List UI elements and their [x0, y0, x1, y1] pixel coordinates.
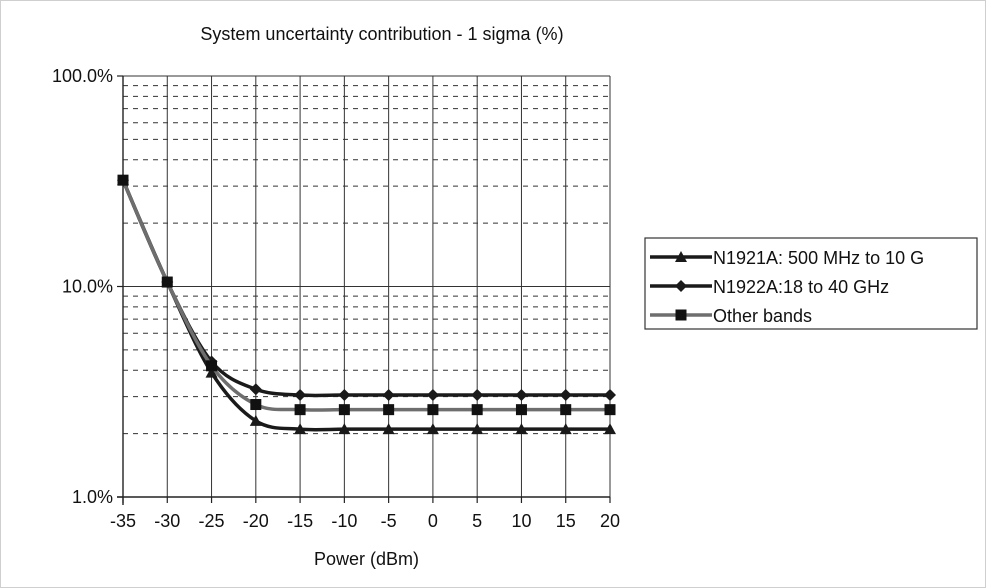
- x-tick-label: -35: [110, 511, 136, 531]
- x-tick-label: 20: [600, 511, 620, 531]
- series-line: [121, 179, 610, 432]
- data-point: [338, 423, 351, 435]
- data-point: [338, 404, 350, 416]
- data-point: [559, 389, 572, 402]
- data-point: [515, 423, 528, 435]
- data-point: [249, 383, 262, 396]
- chart-title: System uncertainty contribution - 1 sigm…: [200, 24, 563, 44]
- series-line: [121, 179, 610, 412]
- data-point: [294, 404, 306, 416]
- x-tick-label: -30: [154, 511, 180, 531]
- data-point: [471, 389, 484, 402]
- grid: [122, 75, 611, 498]
- data-point: [560, 404, 572, 416]
- x-tick-label: 5: [472, 511, 482, 531]
- data-point: [382, 389, 395, 402]
- legend-label: N1922A:18 to 40 GHz: [713, 277, 889, 297]
- data-point: [515, 389, 528, 402]
- legend-marker: [675, 280, 687, 292]
- x-tick-label: 15: [556, 511, 576, 531]
- data-point: [382, 423, 395, 435]
- x-tick-label: -25: [199, 511, 225, 531]
- data-point: [604, 404, 616, 416]
- data-point: [604, 389, 616, 402]
- data-point: [161, 276, 173, 288]
- data-point: [249, 414, 262, 426]
- legend: N1921A: 500 MHz to 10 G N1922A:18 to 40 G…: [644, 237, 978, 330]
- data-point: [426, 423, 439, 435]
- data-point: [515, 404, 527, 416]
- data-point: [294, 389, 307, 402]
- x-tick-label: -15: [287, 511, 313, 531]
- y-tick-label: 100.0%: [52, 66, 113, 86]
- data-point: [471, 423, 484, 435]
- x-tick-label: 0: [428, 511, 438, 531]
- x-tick-label: -10: [331, 511, 357, 531]
- data-point: [383, 404, 395, 416]
- data-point: [205, 366, 218, 378]
- x-tick-label: 10: [511, 511, 531, 531]
- data-point: [338, 389, 351, 402]
- data-point: [250, 399, 262, 411]
- x-tick-label: -20: [243, 511, 269, 531]
- series-layer: [117, 174, 616, 435]
- x-tick-label: -5: [381, 511, 397, 531]
- series-line: [121, 179, 610, 398]
- legend-marker: [675, 309, 687, 321]
- series-diamond: [117, 174, 616, 402]
- series-square: [117, 174, 616, 416]
- legend-marker: [675, 251, 687, 262]
- legend-label: N1921A: 500 MHz to 10 G: [713, 248, 924, 268]
- data-point: [427, 404, 439, 416]
- legend-label: Other bands: [713, 306, 812, 326]
- data-point: [206, 360, 218, 372]
- data-point: [604, 423, 616, 435]
- data-point: [294, 423, 307, 435]
- axes: 1.0% 10.0% 100.0% -35 -30 -25 -20 -15 -10 -5 0 5 10 1…: [52, 66, 620, 531]
- y-tick-label: 10.0%: [62, 277, 113, 297]
- data-point: [426, 389, 439, 402]
- x-axis-title: Power (dBm): [314, 549, 419, 569]
- y-tick-label: 1.0%: [72, 487, 113, 507]
- data-point: [471, 404, 483, 416]
- data-point: [117, 174, 129, 186]
- data-point: [559, 423, 572, 435]
